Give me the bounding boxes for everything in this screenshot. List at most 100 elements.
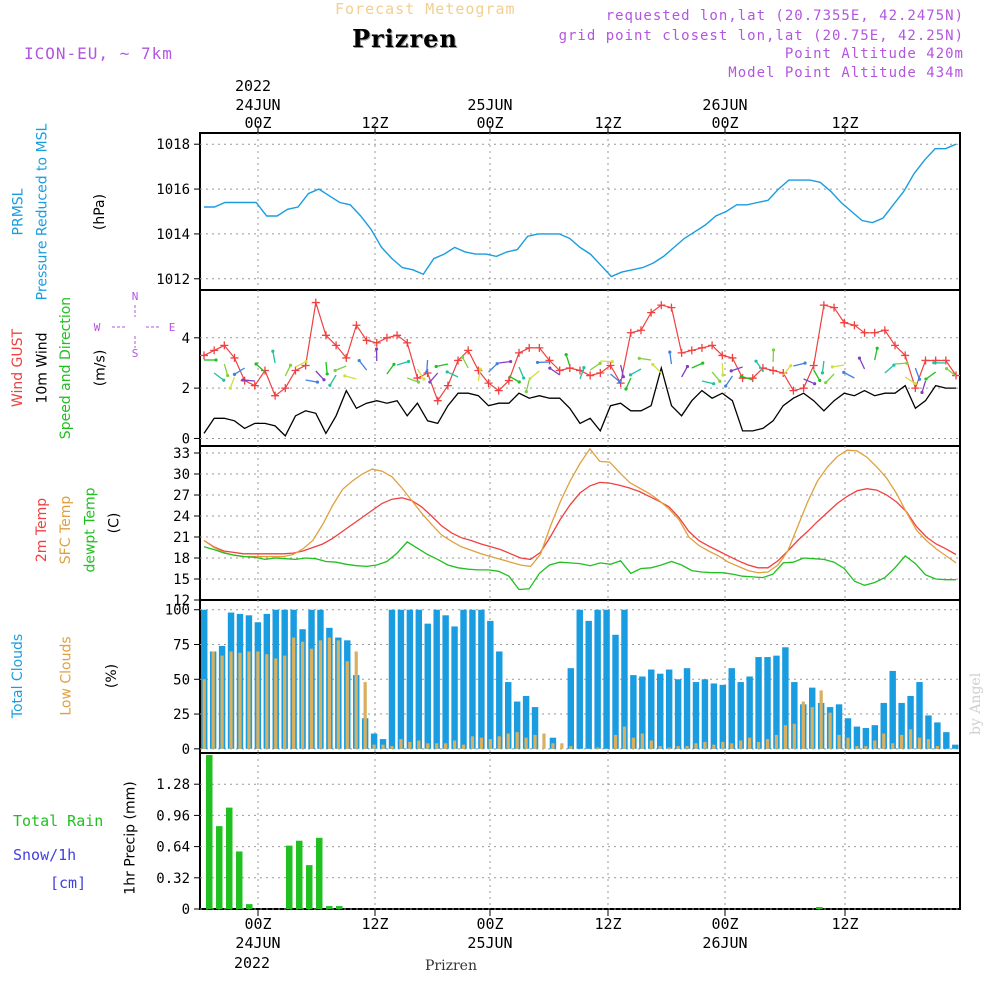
total-cloud-bar: [406, 609, 414, 749]
low-cloud-bar: [864, 746, 868, 749]
low-cloud-bar: [712, 744, 716, 749]
wind-arrow-head: [754, 359, 758, 363]
wind-arrow: [295, 360, 307, 368]
low-cloud-bar: [363, 682, 367, 749]
wind-arrow: [305, 379, 318, 383]
gust-marker: [220, 341, 229, 350]
low-cloud-bar: [801, 701, 805, 749]
gust-marker: [657, 301, 666, 310]
wind-arrow-head: [524, 390, 528, 394]
wind-arrow-head: [905, 361, 909, 365]
low-cloud-bar: [354, 651, 358, 749]
wind-arrow: [579, 367, 585, 380]
compass-arrows: [112, 305, 160, 348]
gust-marker: [901, 351, 910, 360]
gust-marker: [291, 366, 300, 375]
gust-marker: [515, 348, 524, 357]
wind-arrow-head: [288, 363, 293, 367]
gust-marker: [799, 384, 808, 393]
wind-arrow: [242, 379, 255, 382]
year-bottom: 2022: [234, 954, 270, 972]
total-cloud-bar: [576, 609, 583, 749]
y-tick-label: 27: [173, 488, 190, 504]
time-label-top: 12Z: [831, 114, 858, 132]
wind-arrow-head: [241, 378, 245, 382]
wind-arrow-head: [422, 377, 426, 381]
total-cloud-bar: [835, 704, 843, 749]
total-cloud-bar: [862, 727, 870, 749]
total-cloud-bar: [460, 609, 467, 749]
wind-arrow-head: [495, 362, 499, 366]
gust-marker: [454, 356, 463, 365]
pressure-label-line2: Pressure Reduced to MSL: [33, 123, 50, 301]
low-cloud-bar: [327, 637, 332, 749]
rain-bar: [816, 907, 823, 909]
y-tick-label: 0: [182, 431, 190, 447]
panel-frame: [199, 752, 961, 910]
sfc-temp-label: SFC Temp: [58, 495, 75, 565]
gust-marker: [606, 361, 615, 370]
low-cloud-bar: [390, 746, 394, 749]
low-cloud-bar: [211, 651, 215, 749]
gust-marker: [352, 321, 361, 330]
wind-arrow: [429, 372, 439, 383]
low-cloud-bar: [855, 746, 859, 749]
low-cloud-bar: [292, 637, 296, 749]
y-tick-label: 2: [182, 381, 190, 397]
model-altitude: Model Point Altitude 434m: [728, 65, 964, 81]
wind-arrow: [620, 364, 624, 377]
low-cloud-bar: [426, 743, 430, 749]
wind-arrow-head: [428, 380, 432, 384]
low-cloud-bar: [435, 743, 439, 749]
wind-arrow: [793, 362, 806, 367]
total-cloud-bar: [451, 626, 458, 749]
y-tick-label: 1.28: [156, 777, 190, 793]
y-tick-label: 1018: [156, 137, 190, 153]
low-cloud-bar: [506, 733, 510, 749]
low-cloud-bar: [792, 723, 796, 749]
gust-marker: [321, 331, 330, 340]
wind-arrow-head: [818, 378, 822, 382]
wind-arrow: [711, 371, 721, 382]
time-label-top: 12Z: [361, 114, 388, 132]
gust-marker: [271, 391, 280, 400]
rain-bar: [246, 904, 253, 909]
wind-arrow: [525, 379, 530, 392]
gust-marker: [626, 328, 635, 337]
station-title: Prizren: [352, 24, 458, 53]
y-tick-label: 0.96: [156, 808, 190, 824]
total-cloud-bar: [603, 609, 610, 749]
total-cloud-bar: [370, 733, 378, 749]
wind-arrow-head: [842, 370, 846, 374]
wind-arrow-head: [271, 349, 275, 353]
wind-arrow: [344, 375, 357, 380]
wind-arrow-head: [724, 384, 728, 388]
wind-arrow: [436, 363, 449, 368]
gust-marker: [596, 369, 605, 378]
low-cloud-bar: [891, 743, 895, 749]
total-cloud-bar: [880, 702, 887, 749]
wind-arrow: [565, 354, 571, 367]
gust-marker: [362, 336, 371, 345]
wind-arrow-head: [668, 350, 672, 354]
gust-marker: [250, 381, 259, 390]
total-cloud-bar: [397, 609, 405, 749]
low-cloud-bar: [640, 733, 644, 749]
wind-arrow: [681, 366, 689, 378]
wind-arrow-head: [425, 370, 429, 374]
compass-s: S: [132, 347, 139, 360]
total-rain-label: Total Rain: [13, 812, 104, 830]
total-cloud-bar: [665, 669, 673, 749]
total-cloud-bar: [630, 675, 637, 749]
gust-marker: [464, 346, 473, 355]
gust-marker: [393, 331, 402, 340]
wind-arrow-head: [857, 356, 862, 360]
wind-arrow: [904, 376, 916, 385]
wind-arrow: [803, 378, 815, 385]
wind-arrow: [874, 348, 878, 361]
total-cloud-bar: [674, 679, 682, 749]
low-cloud-bar: [730, 743, 734, 749]
y-tick-label: 33: [173, 446, 190, 462]
rain-bar: [226, 807, 233, 909]
gust-marker: [342, 353, 351, 362]
